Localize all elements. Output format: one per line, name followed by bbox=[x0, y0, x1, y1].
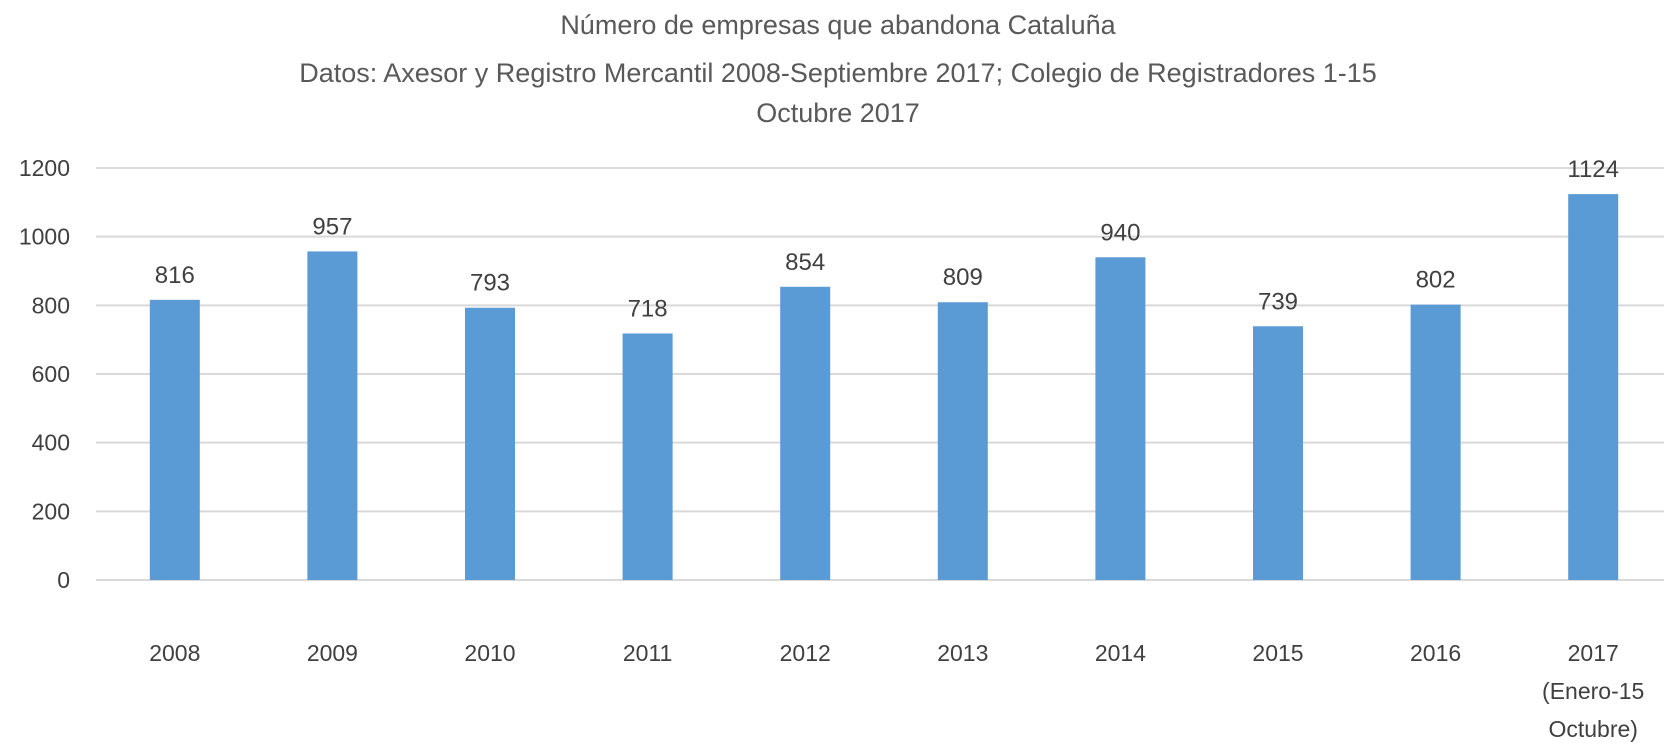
x-tick-label: 2012 bbox=[780, 640, 831, 666]
bar-2012 bbox=[780, 286, 831, 580]
data-label: 802 bbox=[1416, 267, 1456, 294]
bar-2014 bbox=[1095, 257, 1146, 580]
data-label: 940 bbox=[1100, 219, 1140, 246]
y-tick-label: 1000 bbox=[19, 224, 70, 250]
x-tick-label: 2009 bbox=[307, 640, 358, 666]
bar-2013 bbox=[937, 302, 988, 580]
y-tick-label: 1200 bbox=[19, 155, 70, 181]
data-label: 1124 bbox=[1567, 156, 1619, 183]
y-tick-label: 0 bbox=[57, 567, 70, 593]
x-tick-label: 2017 bbox=[1568, 640, 1619, 666]
data-label: 809 bbox=[943, 264, 983, 291]
y-tick-label: 200 bbox=[32, 498, 70, 524]
data-label: 718 bbox=[628, 295, 668, 322]
y-tick-label: 400 bbox=[32, 430, 70, 456]
data-label: 816 bbox=[155, 262, 195, 289]
y-tick-label: 600 bbox=[32, 361, 70, 387]
bar-2011 bbox=[622, 333, 673, 580]
bar-2016 bbox=[1410, 304, 1461, 580]
chart-title-line-2: Datos: Axesor y Registro Mercantil 2008-… bbox=[299, 58, 1377, 88]
data-label: 957 bbox=[312, 213, 352, 240]
x-tick-label: 2016 bbox=[1410, 640, 1461, 666]
bar-2017 bbox=[1568, 194, 1619, 581]
data-label: 854 bbox=[785, 249, 825, 276]
x-tick-label: 2011 bbox=[623, 640, 672, 666]
x-tick-label: 2013 bbox=[937, 640, 988, 666]
y-tick-label: 800 bbox=[32, 292, 70, 318]
data-label: 739 bbox=[1258, 288, 1298, 315]
bar-2009 bbox=[307, 251, 358, 580]
x-tick-label: 2010 bbox=[464, 640, 515, 666]
bar-2010 bbox=[465, 307, 515, 580]
x-tick-label: 2014 bbox=[1095, 640, 1146, 666]
chart-title-line-1: Número de empresas que abandona Cataluña bbox=[560, 10, 1116, 40]
x-tick-label: (Enero-15 bbox=[1542, 678, 1644, 704]
bar-2015 bbox=[1253, 326, 1303, 580]
x-tick-label: Octubre) bbox=[1548, 716, 1637, 742]
x-tick-label: 2015 bbox=[1252, 640, 1303, 666]
x-tick-label: 2008 bbox=[149, 640, 200, 666]
data-label: 793 bbox=[470, 270, 510, 297]
chart-title-line-3: Octubre 2017 bbox=[756, 98, 920, 128]
bar-2008 bbox=[149, 299, 200, 580]
